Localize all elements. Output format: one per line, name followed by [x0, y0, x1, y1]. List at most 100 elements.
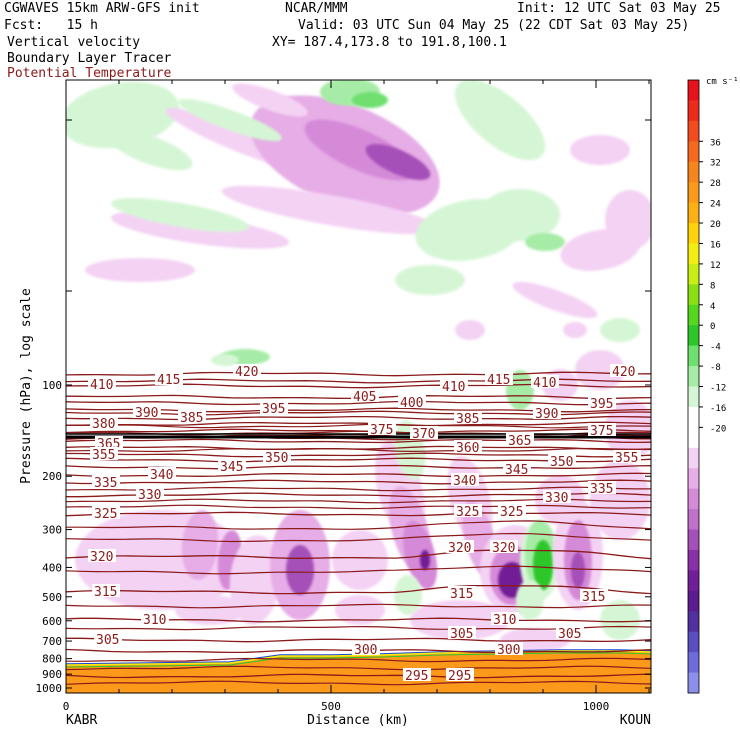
theta-label-bg: [506, 433, 534, 446]
shading-blob: [175, 595, 245, 625]
theta-label-bg: [588, 396, 616, 409]
colorbar-swatch: [688, 304, 699, 326]
theta-label-bg: [531, 375, 559, 388]
theta-label: 415: [487, 373, 510, 388]
right-station-label: KOUN: [620, 713, 651, 728]
theta-line: [66, 438, 651, 444]
theta-label: 360: [456, 441, 479, 456]
colorbar-swatch: [688, 447, 699, 469]
shading-blob: [605, 190, 651, 250]
theta-label-bg: [92, 584, 120, 597]
shading-blob: [600, 318, 640, 342]
colorbar-swatch: [688, 570, 699, 592]
theta-label: 350: [265, 451, 288, 466]
y-tick-label: 400: [42, 561, 62, 574]
colorbar-label: -20: [710, 424, 726, 434]
theta-label: 410: [533, 376, 556, 391]
shading-blob: [394, 575, 422, 615]
y-tick-label: 700: [42, 635, 62, 648]
theta-label: 405: [353, 390, 376, 405]
shading-blob: [533, 540, 553, 590]
theta-label-bg: [485, 372, 513, 385]
shading-blob: [332, 530, 388, 590]
theta-label: 335: [590, 482, 613, 497]
theta-label: 365: [508, 434, 531, 449]
colorbar-swatch: [688, 202, 699, 224]
shading-blob: [571, 552, 585, 588]
colorbar-swatch: [688, 488, 699, 510]
theta-line: [66, 511, 651, 517]
theta-label: 400: [400, 396, 423, 411]
colorbar-swatch: [688, 120, 699, 142]
theta-label-bg: [218, 459, 246, 472]
theta-label: 370: [412, 427, 435, 442]
colorbar-label: 32: [710, 159, 721, 169]
theta-label: 390: [535, 407, 558, 422]
theta-label-bg: [90, 447, 118, 460]
theta-label-bg: [556, 626, 584, 639]
theta-label: 410: [442, 380, 465, 395]
theta-label-bg: [351, 389, 379, 402]
shading-blob: [480, 189, 560, 241]
colorbar-swatch: [688, 652, 699, 674]
shading-blob: [111, 198, 249, 232]
left-station-label: KABR: [66, 713, 97, 728]
theta-label: 410: [90, 378, 113, 393]
colorbar-swatch: [688, 611, 699, 633]
shading-blob: [221, 185, 439, 235]
theta-label-bg: [451, 473, 479, 486]
theta-label: 315: [94, 585, 117, 600]
theta-label-bg: [446, 540, 474, 553]
colorbar-swatch: [688, 549, 699, 571]
colorbar-swatch: [688, 406, 699, 428]
theta-line: [66, 445, 651, 451]
theta-line: [66, 428, 651, 434]
colorbar-swatch: [688, 263, 699, 285]
colorbar-swatch: [688, 509, 699, 531]
theta-label: 380: [92, 417, 115, 432]
theta-line: [66, 504, 651, 510]
theta-label-bg: [454, 440, 482, 453]
theta-label-bg: [403, 668, 431, 681]
shading-blob: [365, 144, 431, 180]
theta-label: 295: [448, 669, 471, 684]
header-org: NCAR/MMM: [285, 1, 348, 16]
theta-label: 305: [450, 627, 473, 642]
colorbar-swatch: [688, 223, 699, 244]
theta-label: 330: [545, 491, 568, 506]
colorbar-label: 16: [710, 240, 721, 250]
plot-frame: [65, 79, 652, 694]
x-tick-label: 1000: [583, 700, 610, 713]
colorbar-swatch: [688, 100, 699, 122]
y-tick-label: 900: [42, 668, 62, 681]
header-init: Init: 12 UTC Sat 03 May 25: [517, 1, 721, 16]
theta-label-bg: [398, 395, 426, 408]
theta-label: 385: [456, 412, 479, 427]
theta-label-bg: [588, 481, 616, 494]
shading-blob: [454, 80, 546, 161]
theta-label: 340: [453, 474, 476, 489]
theta-line: [66, 673, 651, 679]
colorbar-swatch: [688, 141, 699, 163]
shading-blob: [455, 320, 485, 340]
header-xy: XY= 187.4,173.8 to 191.8,100.1: [272, 35, 507, 50]
theta-line: [66, 625, 651, 631]
theta-label-bg: [88, 549, 116, 562]
shading-blob: [286, 545, 314, 595]
theta-line: [66, 520, 651, 530]
theta-line: [66, 657, 651, 663]
colorbar-label: -8: [710, 363, 721, 373]
theta-label: 310: [143, 613, 166, 628]
y-tick-label: 600: [42, 615, 62, 628]
colorbar-label: 0: [710, 322, 715, 332]
shading-blob: [516, 580, 544, 620]
shading-blob: [600, 600, 640, 640]
theta-label-bg: [233, 364, 261, 377]
theta-line: [66, 637, 651, 643]
theta-label: 305: [96, 633, 119, 648]
x-axis-label: Distance (km): [307, 713, 409, 728]
header-field-1: Vertical velocity: [7, 35, 141, 50]
theta-label: 415: [157, 373, 180, 388]
theta-label: 350: [550, 455, 573, 470]
theta-label: 325: [500, 505, 523, 520]
